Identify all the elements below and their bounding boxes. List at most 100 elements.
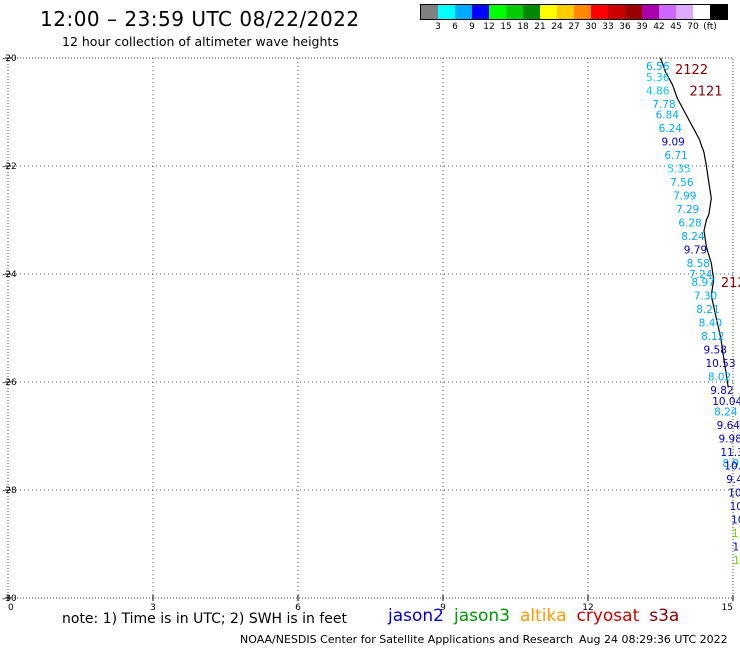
legend-tick-label: 15 [500,22,512,32]
x-tick-label: 12 [582,603,593,613]
wave-height-point: 10.65 [724,461,740,473]
legend-swatch [523,5,540,19]
legend-tick-label: 18 [517,22,529,32]
pass-label: 2122 [675,63,708,78]
wave-height-point: 13 [732,528,740,540]
x-tick-label: 0 [8,603,14,613]
wave-height-point: 10.53 [705,358,735,370]
wave-height-point: 11.37 [720,447,740,459]
wave-height-point: 7.56 [670,177,694,189]
wave-height-point: 7.78 [652,99,675,111]
wave-height-point: 8.24 [714,407,738,419]
wave-height-point: 4.86 [646,85,670,97]
legend-tick-label: (ft) [703,22,717,32]
legend-color-bar [420,4,728,20]
legend-swatch [693,5,710,19]
legend-swatch [574,5,591,19]
wave-height-point: 10.04 [712,396,740,408]
legend-tick-label: 24 [551,22,563,32]
pass-label: 2121 [690,84,723,99]
wave-height-point: 6.56 [646,61,670,73]
wave-height-point: 9.43 [726,474,740,486]
wave-height-point: 8.58 [687,258,710,270]
legend-tick-labels: 3 6 9 12 15 18 21 24 27 30 33 36 39 42 45 70 (ft) [420,20,728,34]
coastline [659,57,729,388]
wave-height-point: 8.12 [701,331,724,343]
satellite-label-s3a: s3a [649,606,680,626]
legend-swatch [540,5,557,19]
wave-height-point: 8.97 [722,458,740,470]
y-tick-label: -20 [2,54,17,64]
generation-timestamp: Aug 24 08:29:36 UTC 2022 [579,633,728,646]
legend-swatch [659,5,676,19]
legend-swatch [676,5,693,19]
wave-height-point: 10.4 [728,488,740,500]
wave-height-point: 5.35 [667,164,690,176]
credit-line: NOAA/NESDIS Center for Satellite Applica… [240,633,574,646]
satellite-label-jason2: jason2 [388,606,444,626]
legend-tick-label: 70 [687,22,699,32]
y-tick-label: -26 [2,378,17,388]
wave-height-point: 8.24 [681,231,705,243]
wave-height-point: 8.40 [699,318,722,330]
legend-swatch [506,5,523,19]
legend-tick-label: 12 [483,22,495,32]
y-tick-label: -28 [2,486,17,496]
y-tick-label: -22 [2,162,17,172]
color-legend: 3 6 9 12 15 18 21 24 27 30 33 36 39 42 45 70 (ft) [420,4,728,34]
x-tick-label: 6 [295,603,301,613]
legend-tick-label: 21 [534,22,546,32]
wave-height-point: 7.29 [676,204,699,216]
legend-tick-label: 42 [653,22,665,32]
legend-swatch [625,5,642,19]
pass-label: 2120 [721,276,740,291]
satellite-key: jason2 jason3 altika cryosat s3a [388,606,679,626]
legend-swatch [421,5,438,19]
wave-height-point: 1 [733,555,740,567]
legend-tick-label: 33 [602,22,614,32]
legend-tick-label: 3 [435,22,441,32]
chart-title: 12:00 – 23:59 UTC 08/22/2022 [40,7,360,31]
legend-swatch [455,5,472,19]
wave-height-point: 10. [731,515,740,527]
legend-tick-label: 45 [670,22,682,32]
wave-height-point: 7.24 [689,269,713,281]
legend-tick-label: 36 [619,22,631,32]
x-tick-label: 9 [440,603,446,613]
wave-height-point: 8.21 [696,304,719,316]
legend-tick-label: 27 [568,22,580,32]
wave-height-point: 6.24 [659,123,683,135]
chart-subtitle: 12 hour collection of altimeter wave hei… [62,34,339,49]
wave-height-point: 6.28 [678,218,701,230]
legend-swatch [608,5,625,19]
wave-height-point: 6.71 [664,150,687,162]
y-tick-label: -30 [2,594,17,604]
footer-note: note: 1) Time is in UTC; 2) SWH is in fe… [62,611,348,627]
satellite-label-altika: altika [520,606,567,626]
wave-height-point: 9.09 [661,137,684,149]
wave-height-point: 9.64 [717,420,740,432]
legend-tick-label: 39 [636,22,648,32]
satellite-label-jason3: jason3 [454,606,510,626]
legend-tick-label: 6 [452,22,458,32]
x-tick-label: 3 [150,603,156,613]
x-tick-label: 15 [722,603,733,613]
wave-height-point: 10.8 [730,501,740,513]
legend-swatch [489,5,506,19]
legend-tick-label: 30 [585,22,597,32]
satellite-label-cryosat: cryosat [576,606,640,626]
wave-height-point: 8.97 [691,277,714,289]
legend-swatch [642,5,659,19]
y-tick-label: -24 [2,270,17,280]
wave-height-point: 5.36 [646,72,670,84]
wave-height-point: 9.98 [719,434,740,446]
legend-swatch [438,5,455,19]
wave-height-point: 8.02 [708,372,731,384]
legend-swatch [557,5,574,19]
wave-height-point: 9.79 [684,245,707,257]
wave-height-point: 7.30 [694,291,717,303]
legend-swatch [591,5,608,19]
plot-frame [7,57,734,599]
wave-height-point: 6.84 [656,110,680,122]
